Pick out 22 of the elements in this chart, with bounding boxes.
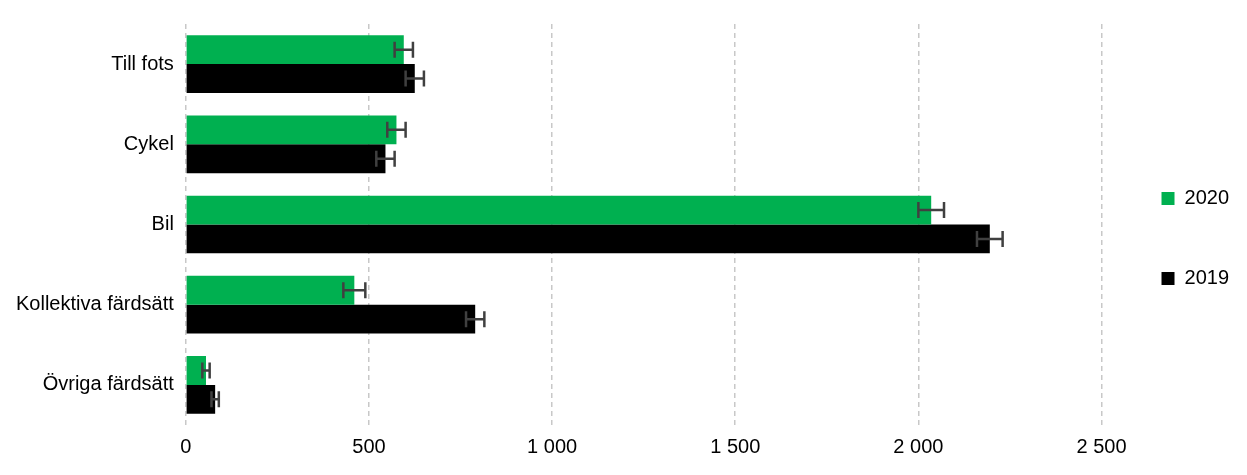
bar (186, 304, 476, 334)
bar (186, 144, 386, 174)
bar (186, 384, 216, 414)
bar (186, 64, 415, 93)
x-tick-label: 2 000 (893, 434, 944, 457)
bar (186, 35, 404, 65)
bar (186, 115, 397, 145)
y-tick-label: Till fots (111, 51, 174, 74)
bar (186, 275, 355, 305)
y-tick-label: Övriga färdsätt (42, 372, 175, 395)
x-tick-label: 1 000 (527, 434, 578, 457)
bar (186, 224, 990, 254)
x-tick-label: 0 (180, 434, 192, 457)
y-tick-label: Bil (151, 212, 174, 235)
x-tick-label: 500 (352, 434, 386, 457)
y-tick-label: Kollektiva färdsätt (15, 292, 175, 315)
bar (186, 195, 932, 225)
x-tick-label: 1 500 (710, 434, 761, 457)
legend-label: 2020 (1184, 186, 1230, 209)
y-tick-label: Cykel (123, 131, 174, 154)
legend-label: 2019 (1184, 266, 1230, 289)
x-tick-label: 2 500 (1076, 434, 1127, 457)
